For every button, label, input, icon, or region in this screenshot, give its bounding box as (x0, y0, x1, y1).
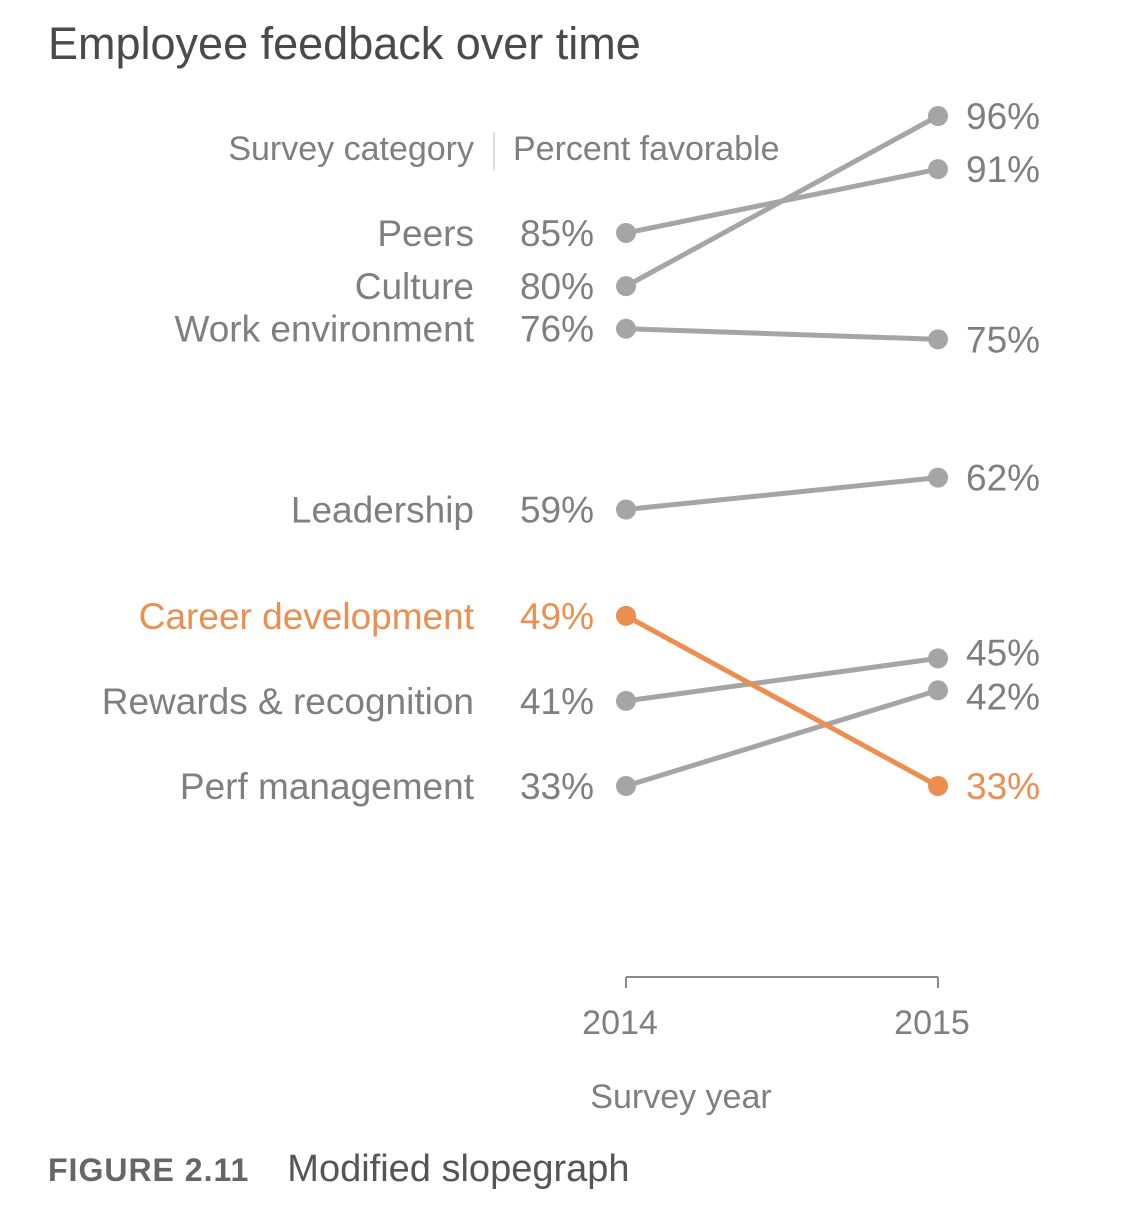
x-axis-label: Survey year (590, 1078, 771, 1116)
category-label-work-environment: Work environment (174, 309, 474, 350)
series-line-perf-management (623, 687, 941, 789)
point-culture-2015 (928, 106, 948, 126)
x-tick-label-2014: 2014 (582, 1004, 658, 1042)
value-label-career-development-2014: 49% (520, 596, 594, 637)
series-line-leadership (623, 475, 941, 512)
value-label-leadership-2015: 62% (966, 458, 1040, 499)
chart-title: Employee feedback over time (48, 18, 641, 69)
point-peers-2014 (616, 222, 636, 243)
value-label-career-development-2015: 33% (966, 766, 1040, 807)
series-labels: Peers 85% 91% Culture 80% 96% Work environment… (102, 96, 1040, 807)
point-work-environment-2014 (616, 318, 636, 339)
value-header: Percent favorable (513, 130, 780, 168)
point-rewards-and-recognition-2015 (928, 648, 948, 669)
x-tick-label-2015: 2015 (894, 1004, 970, 1042)
category-label-rewards-and-recognition: Rewards & recognition (102, 681, 474, 722)
point-career-development-2014 (616, 605, 636, 626)
series-line-work-environment (623, 326, 941, 342)
category-label-perf-management: Perf management (180, 766, 475, 807)
point-perf-management-2015 (928, 680, 948, 701)
value-label-leadership-2014: 59% (520, 489, 594, 530)
series-line-career-development (623, 613, 941, 789)
value-label-perf-management-2015: 42% (966, 676, 1040, 717)
value-label-culture-2014: 80% (520, 266, 594, 307)
point-leadership-2014 (616, 499, 636, 520)
series-line-rewards-and-recognition (623, 655, 941, 704)
value-label-culture-2015: 96% (966, 96, 1040, 137)
figure-caption: FIGURE 2.11 Modified slopegraph (48, 1148, 630, 1191)
series-line-culture (623, 113, 941, 289)
value-label-rewards-and-recognition-2014: 41% (520, 681, 594, 722)
value-label-work-environment-2014: 76% (520, 309, 594, 350)
value-label-perf-management-2014: 33% (520, 766, 594, 807)
figure-number: FIGURE 2.11 (48, 1152, 250, 1188)
point-culture-2014 (616, 276, 636, 297)
point-career-development-2015 (928, 776, 948, 796)
series-lines (623, 113, 941, 789)
value-label-peers-2015: 91% (966, 149, 1040, 190)
value-label-work-environment-2015: 75% (966, 319, 1040, 360)
category-label-peers: Peers (377, 213, 474, 254)
value-label-rewards-and-recognition-2015: 45% (966, 632, 1040, 673)
category-label-career-development: Career development (139, 596, 475, 637)
series-points (616, 106, 948, 796)
figure-caption-text: Modified slopegraph (287, 1148, 630, 1190)
category-label-culture: Culture (355, 266, 474, 307)
chart-headers: Survey category Percent favorable (228, 130, 780, 170)
point-perf-management-2014 (616, 776, 636, 796)
point-leadership-2015 (928, 467, 948, 488)
value-label-peers-2014: 85% (520, 213, 594, 254)
x-axis: 2014 2015 Survey year (582, 976, 970, 1116)
point-rewards-and-recognition-2014 (616, 690, 636, 711)
point-work-environment-2015 (928, 329, 948, 350)
point-peers-2015 (928, 159, 948, 180)
category-header: Survey category (228, 130, 474, 168)
category-label-leadership: Leadership (291, 489, 474, 530)
